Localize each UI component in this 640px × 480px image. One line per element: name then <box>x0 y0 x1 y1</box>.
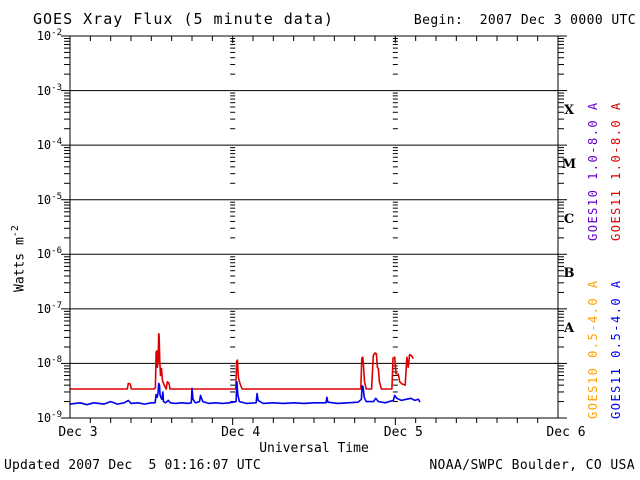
plot-frame <box>69 35 559 419</box>
updated-timestamp: Updated 2007 Dec 5 01:16:07 UTC <box>4 458 261 473</box>
y-tick-label: 10-9 <box>36 410 62 425</box>
legend-goes10-1-0-8-0-a: GOES10 1.0-8.0 A <box>586 101 600 241</box>
flare-class-m: M <box>561 157 577 173</box>
series-goes11-1-0-8-0-a <box>69 332 414 390</box>
x-tick-label: Dec 3 <box>58 425 98 440</box>
y-tick-label: 10-2 <box>36 28 62 43</box>
flare-class-x: X <box>563 102 575 118</box>
y-tick-label: 10-7 <box>36 300 62 316</box>
x-axis-label: Universal Time <box>259 441 369 456</box>
y-tick-label: 10-4 <box>36 137 62 153</box>
flare-class-c: C <box>563 211 575 227</box>
chart-title: GOES Xray Flux (5 minute data) <box>33 10 334 28</box>
series-goes11-0-5-4-0-a <box>69 380 421 406</box>
y-tick-label: 10-6 <box>36 246 62 262</box>
y-tick-label: 10-5 <box>36 191 62 207</box>
legend-goes10-0-5-4-0-a: GOES10 0.5-4.0 A <box>586 279 600 419</box>
legend-goes11-0-5-4-0-a: GOES11 0.5-4.0 A <box>609 279 623 419</box>
y-tick-label: 10-8 <box>36 355 62 371</box>
begin-timestamp: Begin: 2007 Dec 3 0000 UTC <box>413 13 636 28</box>
y-tick-label: 10-3 <box>36 82 62 98</box>
source-credit: NOAA/SWPC Boulder, CO USA <box>429 458 635 473</box>
x-tick-label: Dec 6 <box>546 425 586 440</box>
flare-class-a: A <box>563 321 575 337</box>
legend-goes11-1-0-8-0-a: GOES11 1.0-8.0 A <box>609 101 623 241</box>
x-tick-label: Dec 4 <box>221 425 261 440</box>
x-tick-label: Dec 5 <box>383 425 423 440</box>
flare-class-b: B <box>563 266 575 282</box>
